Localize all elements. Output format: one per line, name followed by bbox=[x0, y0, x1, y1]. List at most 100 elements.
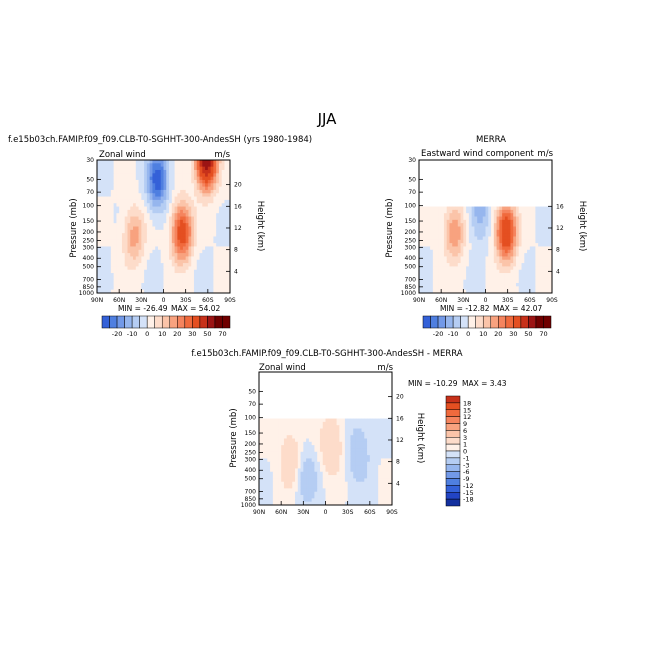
heatmap-cell bbox=[510, 266, 514, 271]
heatmap-cell bbox=[289, 435, 293, 439]
heatmap-cell bbox=[549, 216, 553, 221]
heatmap-cell bbox=[535, 219, 539, 224]
heatmap-cell bbox=[355, 421, 360, 426]
heatmap-cell bbox=[479, 173, 484, 178]
heatmap-cell bbox=[502, 203, 506, 207]
heatmap-cell bbox=[160, 246, 164, 251]
heatmap-cell bbox=[383, 421, 387, 426]
heatmap-cell bbox=[350, 418, 354, 423]
heatmap-cell bbox=[513, 279, 517, 284]
heatmap-cell bbox=[205, 286, 209, 291]
heatmap-cell bbox=[311, 385, 315, 390]
heatmap-cell bbox=[160, 229, 164, 234]
heatmap-cell bbox=[504, 223, 509, 227]
heatmap-cell bbox=[146, 209, 151, 214]
heatmap-cell bbox=[174, 279, 178, 284]
heatmap-cell bbox=[207, 203, 211, 207]
heatmap-cell bbox=[485, 196, 489, 201]
heatmap-cell bbox=[378, 372, 382, 376]
heatmap-cell bbox=[535, 216, 539, 221]
heatmap-cell bbox=[446, 259, 450, 264]
heatmap-cell bbox=[157, 193, 162, 197]
heatmap-cell bbox=[527, 229, 531, 234]
heatmap-cell bbox=[460, 273, 464, 277]
heatmap-cell bbox=[515, 249, 520, 254]
heatmap-cell bbox=[202, 193, 206, 197]
heatmap-cell bbox=[499, 203, 503, 207]
heatmap-cell bbox=[207, 229, 211, 234]
heatmap-cell bbox=[521, 189, 525, 194]
heatmap-cell bbox=[380, 408, 385, 413]
heatmap-cell bbox=[430, 266, 434, 271]
heatmap-cell bbox=[463, 206, 467, 211]
heatmap-cell bbox=[267, 378, 271, 383]
heatmap-cell bbox=[457, 169, 461, 174]
heatmap-cell bbox=[457, 273, 461, 277]
heatmap-cell bbox=[355, 408, 360, 413]
heatmap-cell bbox=[272, 385, 277, 390]
heatmap-cell bbox=[535, 249, 539, 254]
heatmap-cell bbox=[328, 381, 332, 386]
colorbar-label: 20 bbox=[173, 330, 181, 338]
heatmap-cell bbox=[350, 425, 354, 429]
heatmap-cell bbox=[182, 286, 187, 291]
heatmap-cell bbox=[479, 183, 484, 187]
heatmap-cell bbox=[267, 435, 271, 439]
heatmap-cell bbox=[427, 219, 431, 224]
heatmap-cell bbox=[319, 438, 324, 443]
heatmap-cell bbox=[261, 418, 265, 423]
heatmap-cell bbox=[546, 253, 550, 257]
heatmap-cell bbox=[102, 169, 106, 174]
heatmap-cell bbox=[174, 253, 178, 257]
heatmap-cell bbox=[532, 223, 536, 227]
heatmap-cell bbox=[419, 249, 423, 254]
heatmap-cell bbox=[180, 263, 184, 267]
heatmap-cell bbox=[355, 401, 360, 406]
heatmap-cell bbox=[119, 236, 123, 241]
heatmap-cell bbox=[358, 425, 362, 429]
heatmap-cell bbox=[452, 273, 456, 277]
heatmap-cell bbox=[466, 179, 470, 184]
heatmap-cell bbox=[155, 189, 159, 194]
heatmap-cell bbox=[295, 385, 299, 390]
heatmap-cell bbox=[449, 243, 453, 247]
heatmap-cell bbox=[372, 418, 376, 423]
heatmap-cell bbox=[527, 259, 531, 264]
heatmap-cell bbox=[432, 173, 437, 178]
heatmap-cell bbox=[502, 279, 506, 284]
heatmap-cell bbox=[146, 196, 151, 201]
heatmap-cell bbox=[430, 226, 434, 231]
heatmap-cell bbox=[149, 183, 153, 187]
heatmap-cell bbox=[149, 243, 153, 247]
heatmap-cell bbox=[328, 372, 332, 376]
heatmap-cell bbox=[306, 378, 310, 383]
heatmap-cell bbox=[146, 289, 151, 294]
heatmap-cell bbox=[455, 239, 459, 244]
heatmap-cell bbox=[435, 176, 439, 181]
heatmap-cell bbox=[108, 219, 112, 224]
heatmap-cell bbox=[286, 401, 290, 406]
heatmap-cell bbox=[378, 398, 382, 403]
heatmap-cell bbox=[199, 209, 203, 214]
heatmap-cell bbox=[452, 286, 456, 291]
heatmap-cell bbox=[135, 169, 139, 174]
heatmap-cell bbox=[205, 160, 209, 164]
heatmap-cell bbox=[99, 256, 103, 261]
heatmap-cell bbox=[435, 206, 439, 211]
heatmap-cell bbox=[474, 266, 478, 271]
heatmap-cell bbox=[421, 213, 425, 217]
heatmap-cell bbox=[479, 196, 484, 201]
heatmap-cell bbox=[124, 283, 128, 287]
heatmap-cell bbox=[540, 286, 545, 291]
heatmap-cell bbox=[221, 173, 225, 178]
heatmap-cell bbox=[538, 193, 542, 197]
heatmap-cell bbox=[155, 286, 159, 291]
panel-model: f.e15b03ch.FAMIP.f09_f09.CLB-T0-SGHHT-30… bbox=[8, 135, 312, 338]
colorbar-swatch bbox=[452, 315, 461, 329]
heatmap-cell bbox=[350, 372, 354, 376]
heatmap-cell bbox=[482, 169, 486, 174]
heatmap-cell bbox=[518, 206, 522, 211]
heatmap-cell bbox=[141, 169, 145, 174]
heatmap-cell bbox=[367, 375, 371, 380]
heatmap-cell bbox=[216, 283, 220, 287]
